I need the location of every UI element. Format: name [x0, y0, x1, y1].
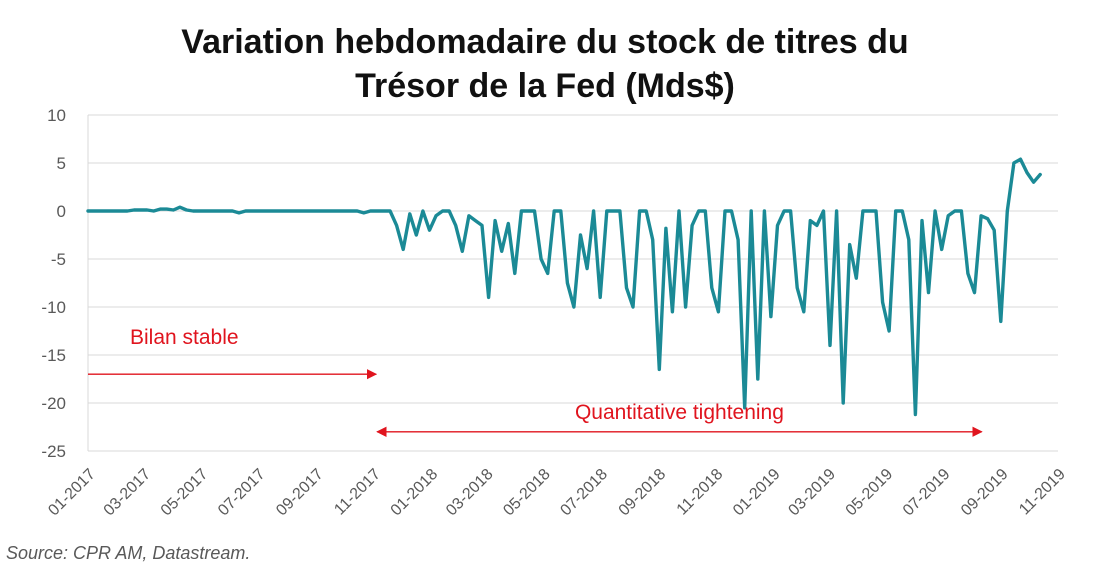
x-tick-label: 07-2019: [900, 466, 954, 520]
annotation-label: Quantitative tightening: [575, 401, 784, 424]
annotations: Bilan stable Quantitative tightening: [88, 326, 983, 437]
y-tick-label: 10: [47, 106, 66, 125]
x-tick-label: 01-2018: [388, 466, 442, 520]
x-tick-label: 07-2018: [557, 466, 611, 520]
y-tick-label: -15: [41, 346, 66, 365]
y-tick-label: -5: [51, 250, 66, 269]
source-note: Source: CPR AM, Datastream.: [6, 543, 251, 563]
x-tick-label: 05-2019: [843, 466, 897, 520]
x-tick-label: 09-2019: [958, 466, 1012, 520]
chart-title: Variation hebdomadaire du stock de titre…: [0, 20, 1090, 108]
x-tick-label: 07-2017: [215, 466, 269, 520]
y-tick-label: 5: [57, 154, 66, 173]
x-tick-label: 11-2017: [331, 466, 384, 519]
chart-title-line-1: Variation hebdomadaire du stock de titre…: [181, 23, 909, 61]
x-tick-label: 09-2017: [273, 466, 327, 520]
x-tick-label: 11-2019: [1016, 466, 1069, 519]
x-axis-ticks: 01-2017 03-2017 05-2017 07-2017 09-2017 11-20…: [45, 466, 1069, 520]
y-tick-label: -10: [41, 298, 66, 317]
x-tick-label: 03-2019: [785, 466, 839, 520]
x-tick-label: 11-2018: [674, 466, 727, 519]
y-tick-label: -20: [41, 394, 66, 413]
x-tick-label: 01-2019: [730, 466, 784, 520]
annotation-label: Bilan stable: [130, 326, 239, 349]
series-group: [86, 157, 1042, 417]
series-line: [86, 157, 1042, 417]
y-tick-label: 0: [57, 202, 66, 221]
y-tick-label: -25: [41, 442, 66, 461]
y-axis-ticks: 10 5 0 -5 -10 -15 -20 -25: [41, 106, 66, 461]
line-chart: 10 5 0 -5 -10 -15 -20 -25 01-2017 03-2017 05-2017…: [41, 106, 1069, 520]
chart-title-line-2: Trésor de la Fed (Mds$): [355, 67, 735, 105]
x-tick-label: 09-2018: [616, 466, 670, 520]
x-tick-label: 03-2017: [101, 466, 155, 520]
x-tick-label: 03-2018: [443, 466, 497, 520]
x-tick-label: 05-2018: [500, 466, 554, 520]
gridlines: [87, 114, 1058, 452]
x-tick-label: 05-2017: [158, 466, 212, 520]
x-tick-label: 01-2017: [45, 466, 99, 520]
